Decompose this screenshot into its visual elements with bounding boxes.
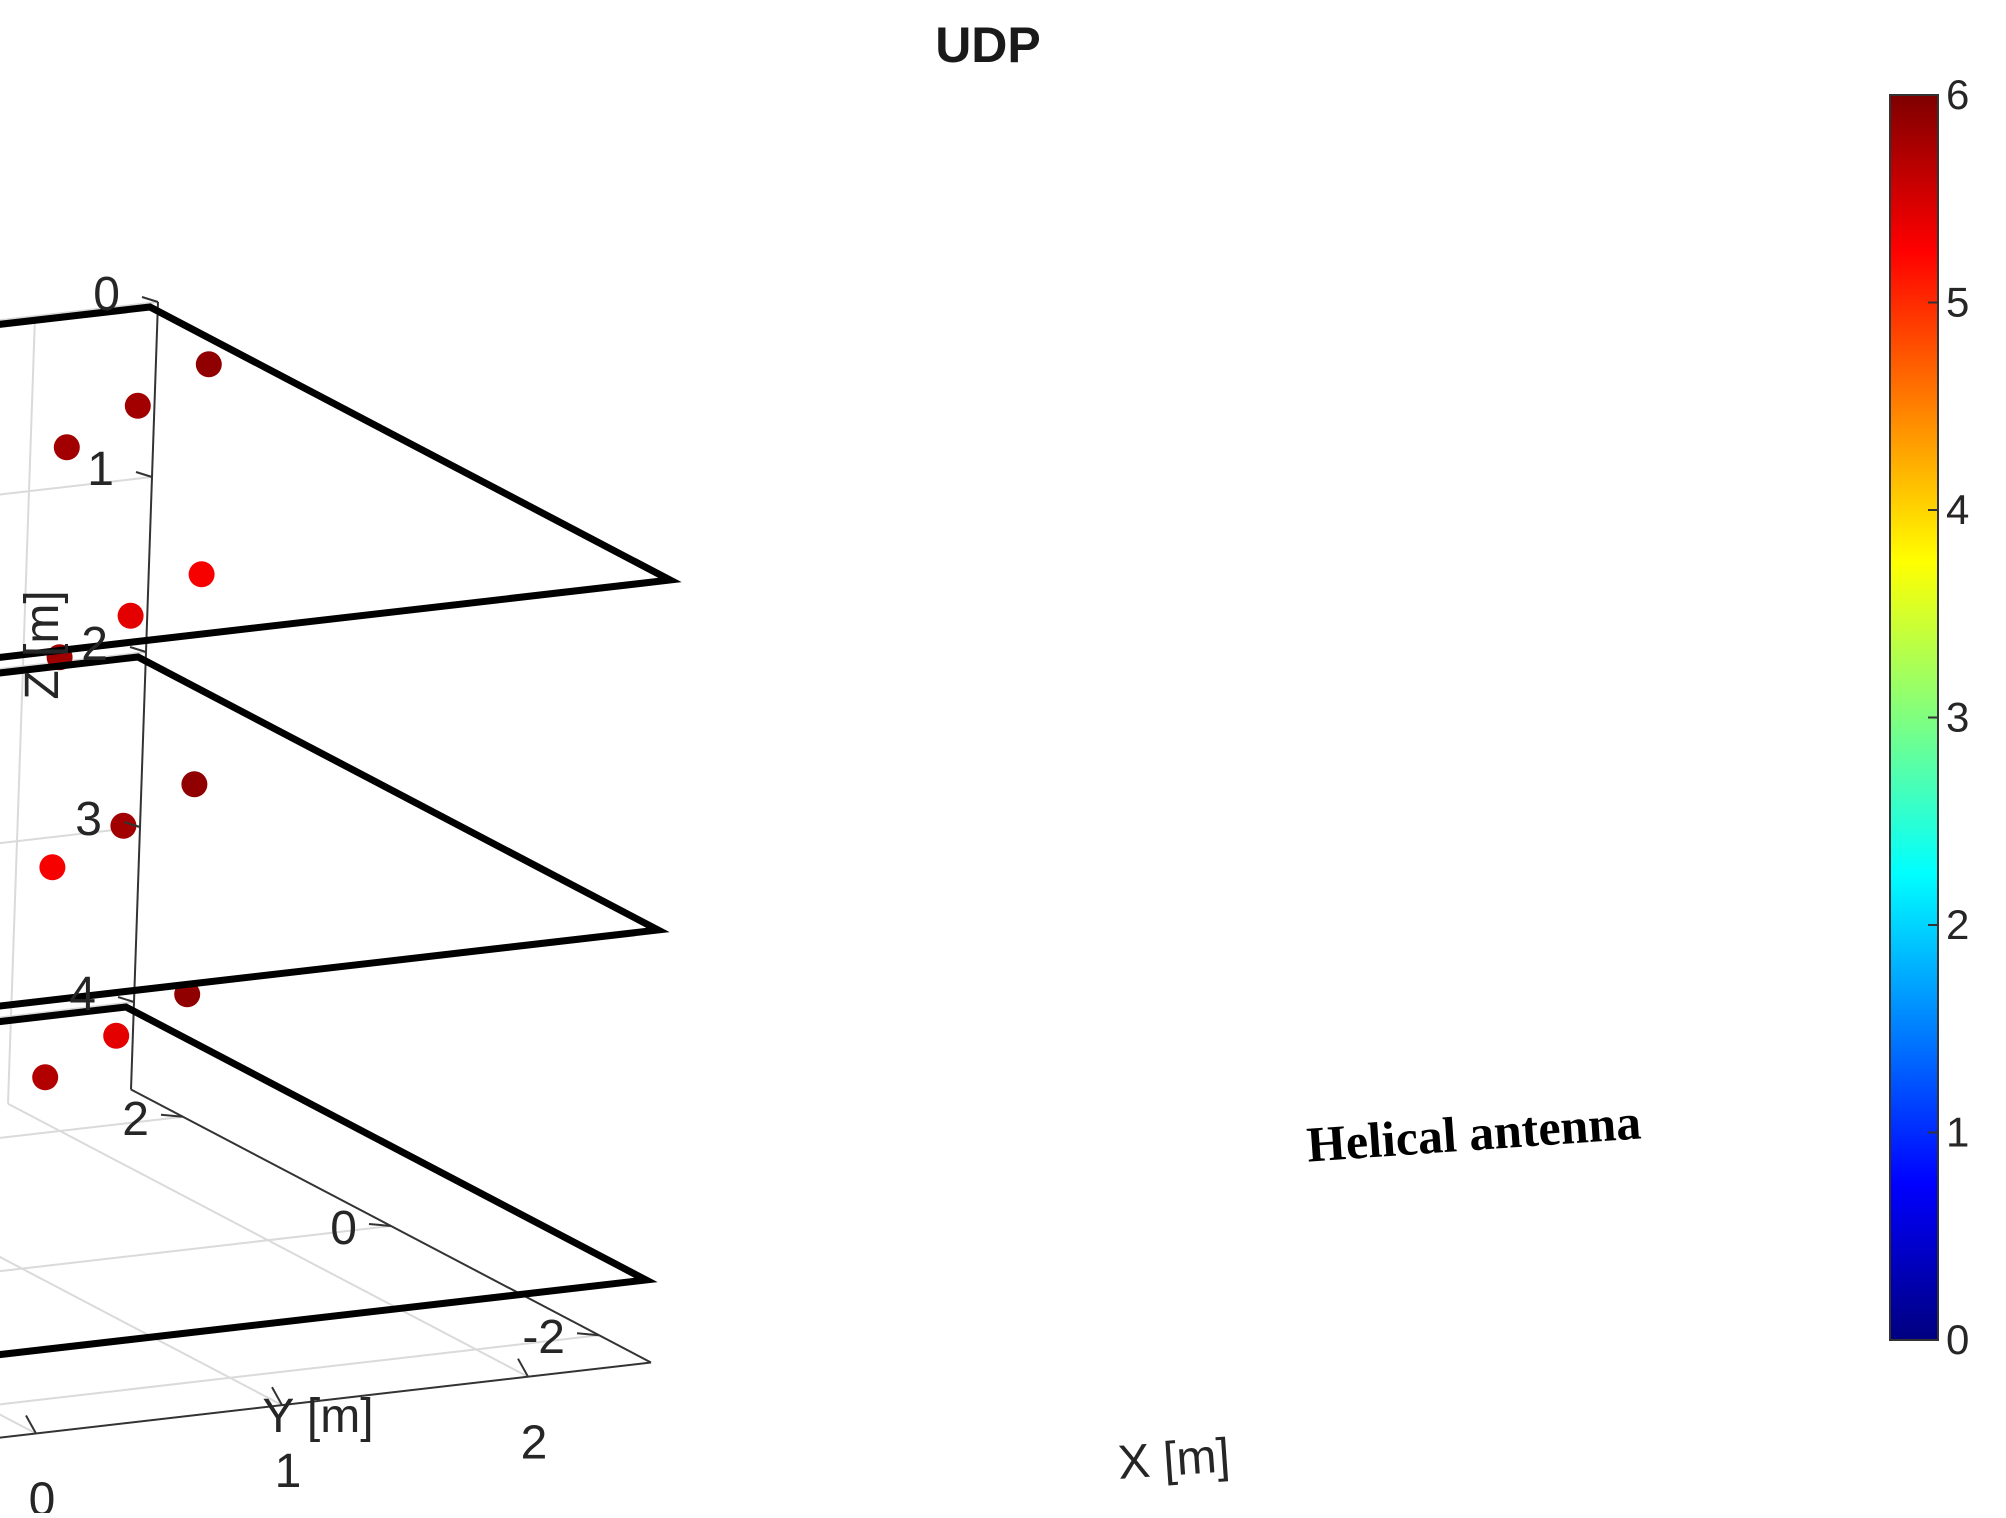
grid-line-x-floor-2 [0, 1413, 37, 1435]
z-tick-label-3: 3 [75, 793, 102, 846]
z-tick-label-2: 2 [81, 618, 108, 671]
colorbar-tick-label-4: 2 [1946, 901, 1969, 948]
z-tick-mark-2 [129, 646, 147, 653]
colorbar-ticks: 6 5 4 3 2 1 0 [1928, 71, 1969, 1363]
data-point-layer-z3-2 [32, 1064, 59, 1091]
x-tick-label-0: 2 [521, 1417, 548, 1470]
z-tick-label-1: 1 [87, 443, 114, 496]
data-point-layer-z0-0 [195, 351, 222, 378]
colorbar-tick-label-0: 6 [1946, 71, 1969, 118]
y-tick-mark-0 [160, 1113, 184, 1118]
z-tick-label-4: 4 [69, 968, 96, 1021]
grid-line-z-back-3 [0, 826, 141, 845]
data-point-layer-z0-2 [53, 434, 80, 461]
plane-middle [0, 653, 670, 1010]
y-tick-mark-2 [576, 1332, 600, 1337]
data-points [32, 351, 222, 1091]
data-point-layer-z1-0 [188, 561, 215, 588]
colorbar: 6 5 4 3 2 1 0 [1889, 71, 1969, 1363]
data-point-layer-z2-1 [110, 812, 137, 839]
x-tick-mark-0 [517, 1358, 529, 1378]
grid-line-x-floor-0 [7, 1102, 529, 1378]
z-axis-label: Z [m] [16, 590, 69, 699]
colorbar-tick-label-6: 0 [1946, 1316, 1969, 1363]
z-axis-line [130, 301, 159, 1090]
colorbar-tick-label-2: 4 [1946, 486, 1969, 533]
colorbar-tick-label-1: 5 [1946, 279, 1969, 326]
z-tick-mark-3 [123, 821, 141, 828]
x-tick-mark-1 [271, 1386, 283, 1406]
z-tick-mark-0 [141, 296, 159, 303]
data-point-layer-z2-0 [181, 771, 208, 798]
y-tick-mark-1 [368, 1223, 392, 1227]
grid-line-x-back-0 [7, 316, 36, 1104]
data-point-layer-z1-1 [117, 602, 144, 629]
grid-line-x-floor-1 [0, 1255, 283, 1406]
plane-top [0, 303, 682, 661]
grid-line-y-floor-2 [0, 1334, 600, 1406]
colorbar-tick-label-3: 3 [1946, 694, 1969, 741]
z-tick-label-0: 0 [93, 268, 120, 321]
z-tick-mark-4 [117, 996, 135, 1003]
z-tick-mark-1 [135, 471, 153, 478]
grid-line-y-floor-1 [0, 1225, 392, 1273]
grid-line-y-floor-0 [0, 1115, 184, 1139]
data-point-layer-z2-2 [39, 854, 66, 881]
grid-lines [0, 301, 600, 1435]
data-point-layer-z3-1 [103, 1022, 130, 1049]
x-axis-label: X [m] [1116, 1429, 1231, 1490]
plane-bottom [0, 1003, 658, 1359]
x-tick-label-1: 1 [275, 1445, 302, 1498]
x-tick-mark-2 [25, 1415, 37, 1434]
helical-antenna-annotation: Helical antenna [1305, 1093, 1643, 1172]
y-tick-label-1: 0 [330, 1202, 357, 1255]
y-axis-label: Y [m] [262, 1390, 373, 1443]
chart-title: UDP [935, 17, 1041, 73]
y-tick-label-0: 2 [122, 1093, 149, 1146]
planes [0, 303, 682, 1359]
data-point-layer-z0-1 [124, 392, 151, 419]
x-tick-label-2: 0 [29, 1474, 56, 1514]
y-tick-label-2: -2 [522, 1311, 565, 1364]
colorbar-tick-label-5: 1 [1946, 1109, 1969, 1156]
